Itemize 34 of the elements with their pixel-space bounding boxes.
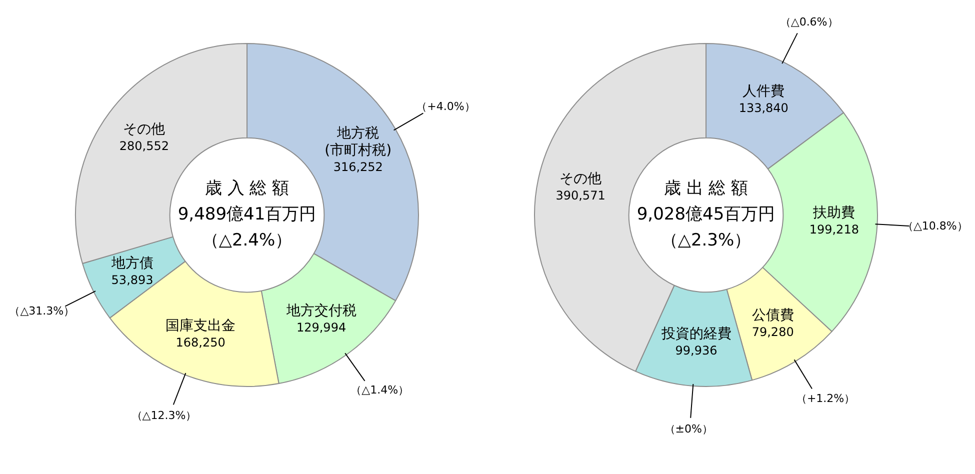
data-label: 53,893: [111, 273, 154, 288]
text: （+4.0%）: [416, 100, 476, 114]
text: （△10.8%）: [902, 219, 968, 232]
data-label: 168,250: [176, 335, 226, 350]
data-label: 99,936: [675, 344, 718, 358]
text: （+1.2%）: [796, 392, 856, 405]
data-label: 199,218: [809, 222, 859, 237]
text: 9,028億45百万円: [636, 204, 776, 224]
text: （△2.3%）: [660, 230, 752, 250]
text: 歳 入 総 額: [204, 178, 290, 198]
data-label: 79,280: [752, 325, 794, 340]
slice-label: 地方税 (市町村税): [324, 125, 392, 158]
slice-label: 投資的経費: [660, 326, 732, 342]
data-label: 316,252: [333, 160, 383, 174]
slice-label: 人件費: [742, 83, 785, 100]
data-label: 129,994: [296, 320, 346, 334]
slice-label: その他: [123, 121, 166, 138]
text: （±0%）: [664, 422, 713, 436]
text: 歳 出 総 額: [664, 178, 748, 198]
text: （△31.3%）: [9, 304, 75, 318]
slice-label: 国庫支出金: [166, 318, 236, 334]
data-label: 390,571: [556, 188, 606, 203]
data-label: 133,840: [738, 100, 788, 115]
text: （△2.4%）: [202, 230, 292, 250]
slice-label: 地方交付税: [285, 302, 356, 319]
slice-label: 公債費: [752, 308, 794, 324]
text: （△1.4%）: [350, 384, 410, 397]
slice-label: その他: [560, 171, 602, 188]
data-label: 280,552: [119, 138, 170, 153]
text: （△12.3%）: [131, 408, 197, 422]
slice-label: 扶助費: [812, 205, 856, 222]
text: 9,489億41百万円: [178, 204, 316, 224]
slice-label: 地方債: [110, 256, 154, 272]
text: （△0.6%）: [780, 15, 838, 28]
